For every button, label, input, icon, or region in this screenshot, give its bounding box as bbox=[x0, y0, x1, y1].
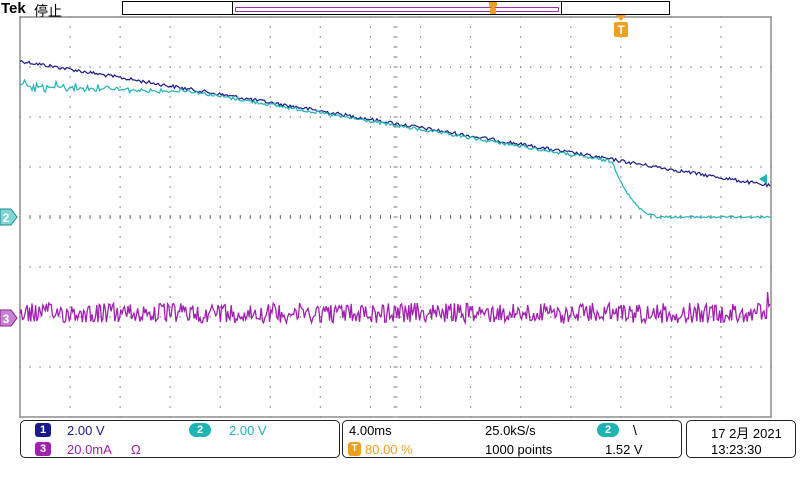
trigger-level: 1.52 V bbox=[605, 442, 643, 457]
time-per-div: 4.00ms bbox=[349, 423, 392, 438]
ch3-scale: 20.0mA bbox=[67, 442, 112, 457]
trigger-position-marker[interactable]: T bbox=[614, 15, 628, 37]
ch3-badge[interactable]: 3 bbox=[35, 442, 51, 456]
trigger-position-icon: T bbox=[348, 442, 361, 456]
ch2-scale: 2.00 V bbox=[229, 423, 267, 438]
ch3-ground-marker[interactable]: 3 bbox=[0, 309, 18, 327]
trigger-level-marker[interactable] bbox=[759, 174, 767, 184]
ch2-marker-label: 2 bbox=[3, 211, 10, 225]
brand-logo: Tek bbox=[1, 0, 26, 17]
record-length: 1000 points bbox=[485, 442, 553, 457]
ch2-ground-marker[interactable]: 2 bbox=[0, 208, 18, 226]
waveform-display[interactable]: T 2 3 bbox=[0, 0, 800, 420]
clock-panel: 17 2月 2021 13:23:30 bbox=[686, 420, 796, 458]
falling-edge-icon: \ bbox=[633, 422, 637, 438]
acquisition-state: 停止 bbox=[34, 4, 62, 20]
ch1-scale: 2.00 V bbox=[67, 423, 105, 438]
trigger-position: 80.00 % bbox=[365, 442, 413, 457]
ch1-waveform bbox=[19, 59, 771, 188]
trigger-marker-label: T bbox=[617, 23, 625, 37]
record-window-bar bbox=[235, 7, 559, 12]
ch3-waveform bbox=[19, 291, 771, 326]
channel-scale-panel[interactable]: 1 2.00 V 3 20.0mA Ω 2 2.00 V bbox=[20, 420, 340, 458]
record-view-window[interactable] bbox=[232, 1, 562, 15]
ohm-icon: Ω bbox=[131, 442, 141, 457]
record-trigger-icon bbox=[489, 2, 497, 14]
ch2-waveform bbox=[19, 78, 771, 219]
time: 13:23:30 bbox=[711, 442, 762, 457]
trigger-source-badge[interactable]: 2 bbox=[597, 423, 619, 437]
ch2-badge[interactable]: 2 bbox=[189, 423, 211, 437]
timebase-panel[interactable]: 4.00ms T 80.00 % 25.0kS/s 1000 points 2 … bbox=[342, 420, 682, 458]
waveforms bbox=[19, 59, 771, 326]
ch3-marker-label: 3 bbox=[3, 312, 10, 326]
date: 17 2月 2021 bbox=[711, 426, 782, 441]
graticule bbox=[19, 16, 772, 418]
sample-rate: 25.0kS/s bbox=[485, 423, 536, 438]
ch1-badge[interactable]: 1 bbox=[35, 423, 51, 437]
